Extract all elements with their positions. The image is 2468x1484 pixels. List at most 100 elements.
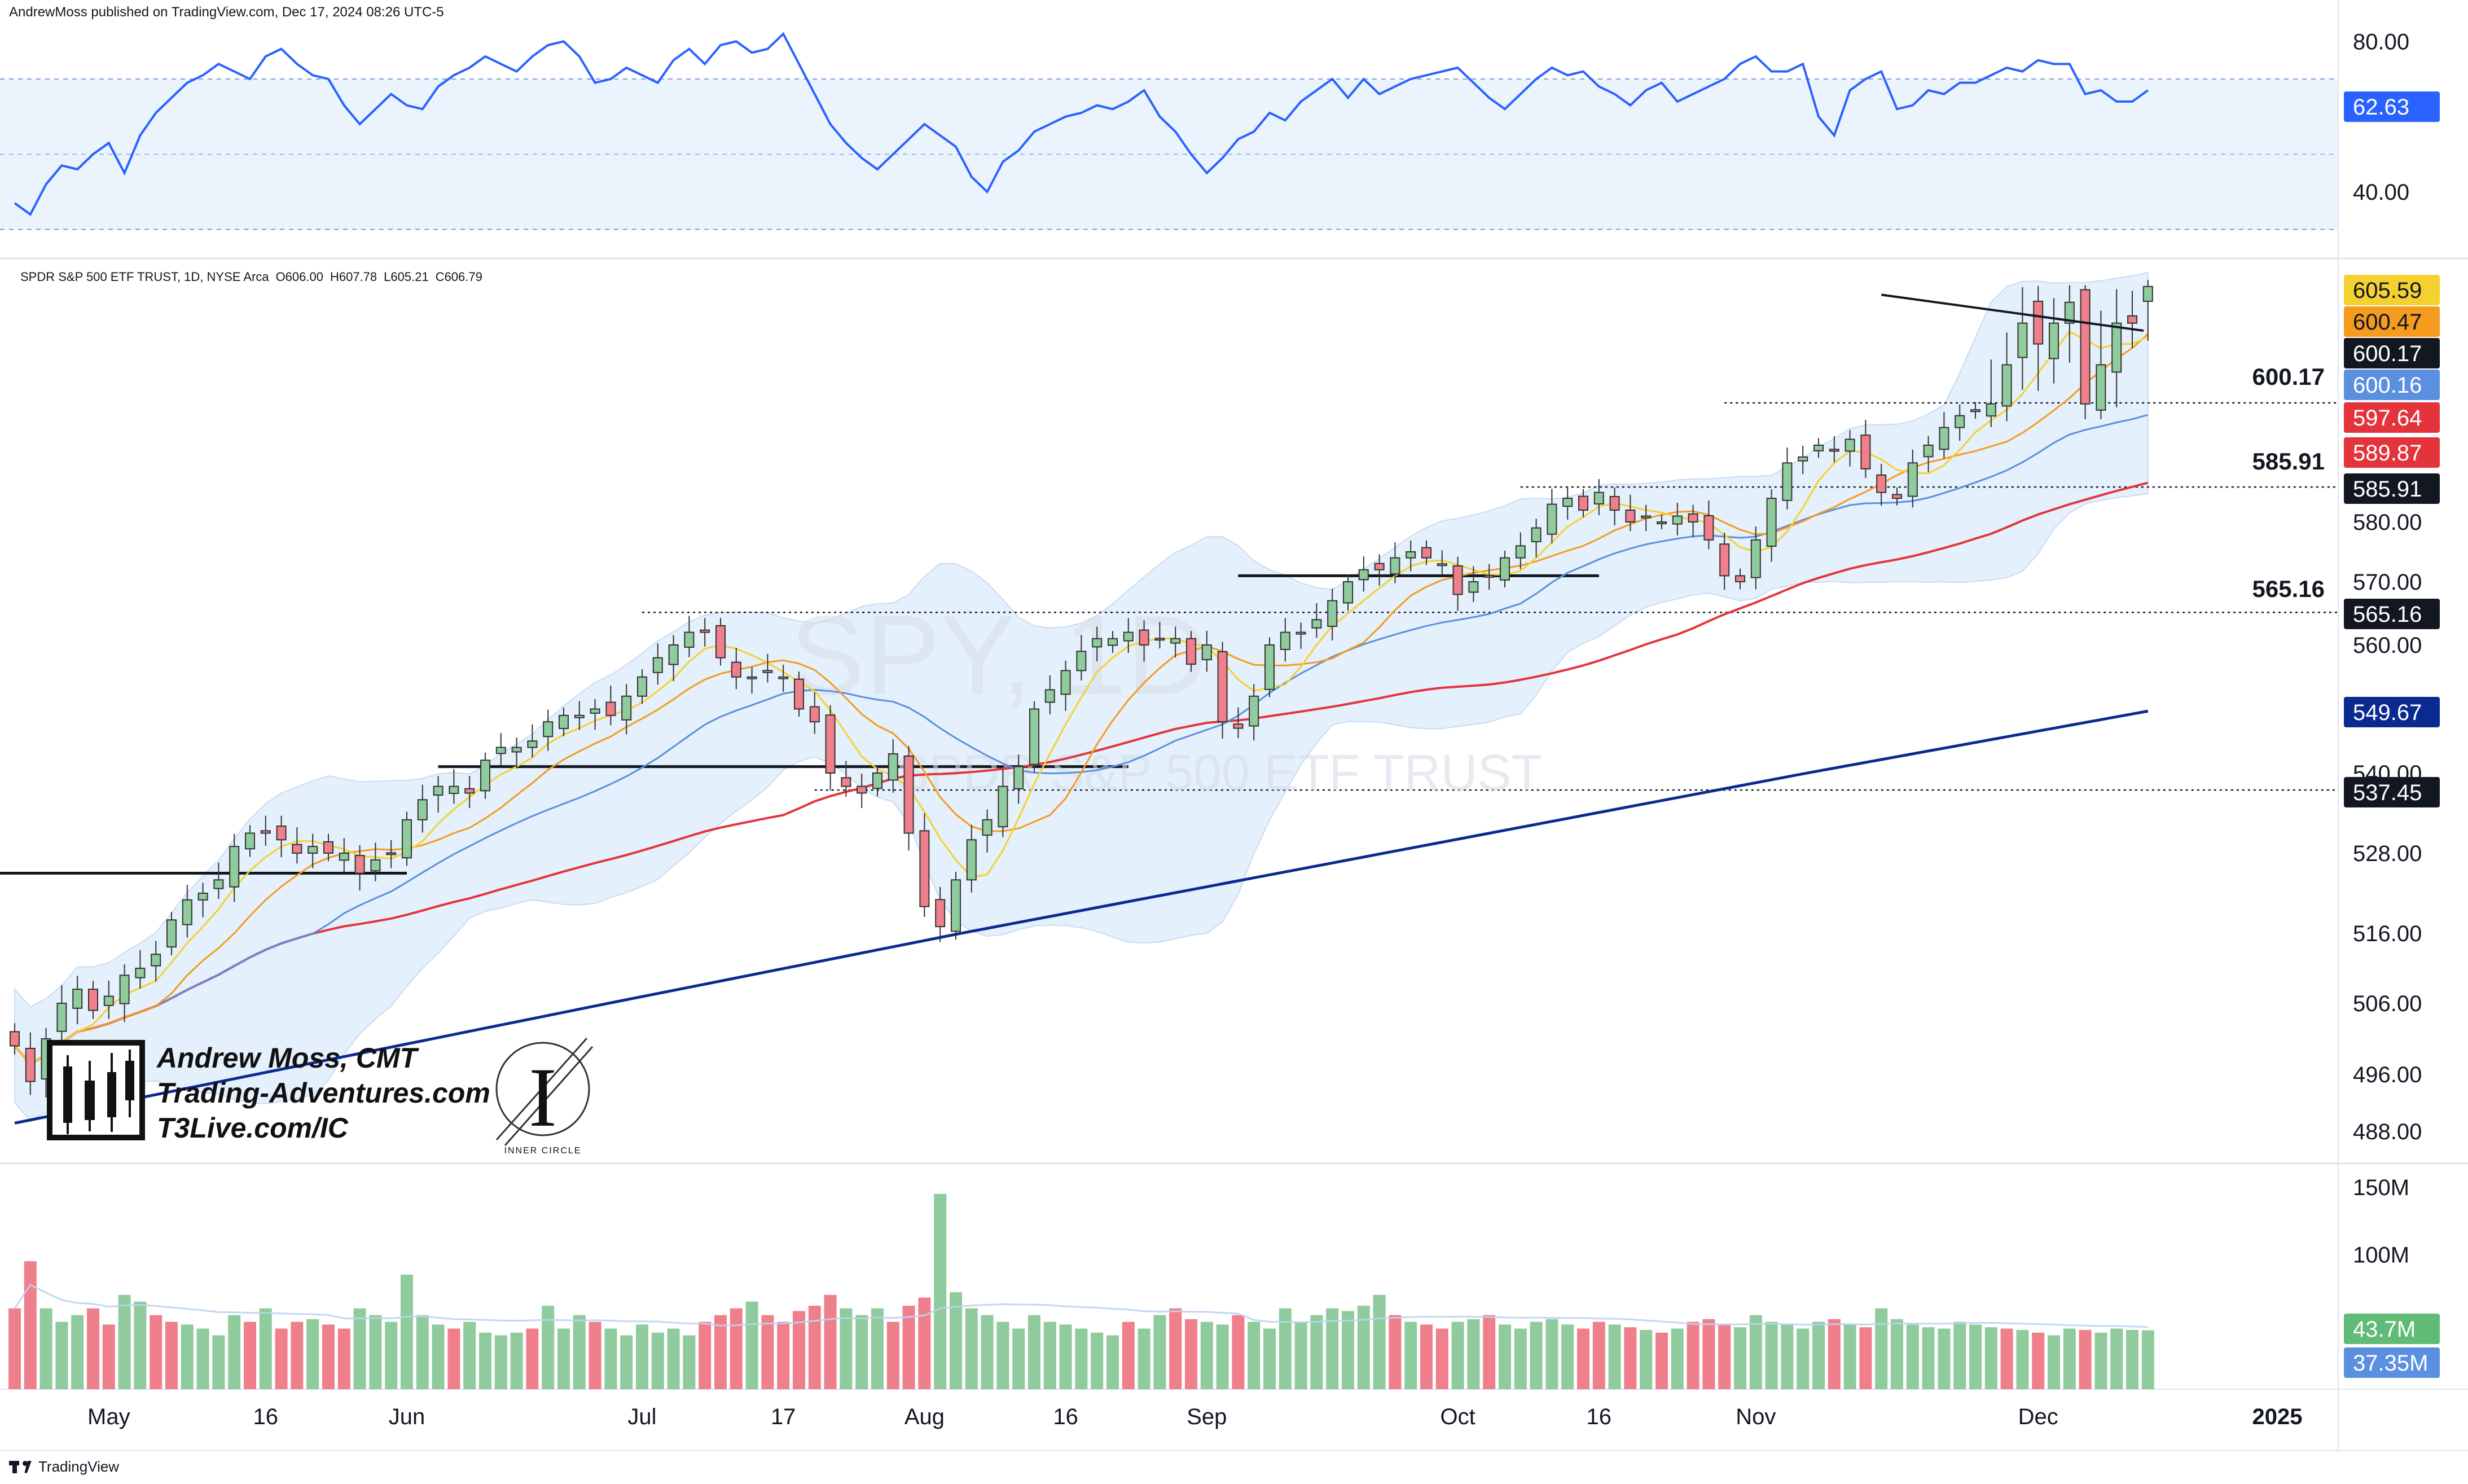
candle xyxy=(637,669,647,704)
candle xyxy=(574,701,585,730)
candle xyxy=(1280,618,1290,662)
candle xyxy=(888,739,898,793)
volume-bar xyxy=(322,1324,335,1389)
candle xyxy=(1154,622,1165,649)
volume-bar xyxy=(636,1324,648,1389)
candle xyxy=(903,746,914,851)
candle xyxy=(731,648,741,690)
svg-text:43.7M: 43.7M xyxy=(2353,1317,2416,1342)
volume-bar xyxy=(1655,1332,1668,1389)
candle xyxy=(1939,412,1949,459)
volume-bar xyxy=(1530,1321,1543,1389)
legend-high: H607.78 xyxy=(330,270,377,284)
candle xyxy=(841,761,851,797)
candle xyxy=(386,840,397,868)
legend-low: L605.21 xyxy=(384,270,429,284)
volume-bar xyxy=(2032,1332,2045,1389)
candle xyxy=(354,845,365,891)
rsi-tick-label: 40.00 xyxy=(2353,180,2409,205)
volume-bar xyxy=(934,1193,947,1389)
tradingview-logo[interactable]: TradingView xyxy=(9,1458,119,1476)
time-tick-label: 16 xyxy=(1053,1404,1078,1429)
rsi-current-badge: 62.63 xyxy=(2344,91,2440,122)
svg-text:549.67: 549.67 xyxy=(2353,700,2422,725)
legend-open: O606.00 xyxy=(275,270,323,284)
volume-bar xyxy=(416,1315,429,1389)
candle xyxy=(1217,642,1228,739)
candle xyxy=(762,653,773,683)
price-badge: 600.17 xyxy=(2344,338,2440,368)
volume-bar xyxy=(1969,1324,1982,1389)
volume-bar xyxy=(683,1335,696,1389)
candle xyxy=(919,813,930,917)
volume-bar xyxy=(1248,1321,1261,1389)
watermark-symbol: SPY, 1D xyxy=(789,592,1207,718)
rsi-tick-label: 80.00 xyxy=(2353,29,2409,54)
price-tick-label: 580.00 xyxy=(2353,510,2422,535)
volume-bar xyxy=(950,1292,962,1389)
candle xyxy=(1343,574,1353,611)
svg-text:I: I xyxy=(529,1051,557,1144)
sma-50-line xyxy=(14,481,2149,1065)
candle xyxy=(197,883,208,917)
rsi-pane: 80.00 40.00 62.63 xyxy=(0,29,2440,230)
volume-bar xyxy=(1891,1319,1903,1389)
inner-circle-logo: I INNER CIRCLE xyxy=(495,1038,594,1156)
candle xyxy=(1562,487,1573,520)
candle xyxy=(527,724,538,758)
volume-bar xyxy=(1828,1319,1841,1389)
watermark-name: SPDR S&P 500 ETF TRUST xyxy=(895,745,1542,801)
volume-bar xyxy=(2094,1332,2107,1389)
candle xyxy=(2049,298,2059,384)
candle xyxy=(1452,556,1463,611)
volume-bar xyxy=(1169,1308,1182,1389)
volume-bar xyxy=(871,1308,884,1389)
candle xyxy=(1892,487,1902,506)
candle xyxy=(1798,446,1808,475)
volume-bar xyxy=(369,1315,382,1389)
candles-logo-marks xyxy=(63,1050,134,1134)
inner-circle-text: INNER CIRCLE xyxy=(504,1146,582,1156)
svg-text:605.59: 605.59 xyxy=(2353,278,2422,303)
volume-bar xyxy=(259,1308,272,1389)
volume-bar xyxy=(1028,1315,1040,1389)
candle xyxy=(809,692,820,734)
candle xyxy=(2142,279,2153,341)
volume-bar xyxy=(761,1315,774,1389)
volume-bar xyxy=(1200,1321,1213,1389)
candle xyxy=(1327,589,1338,641)
volume-bar xyxy=(2110,1328,2123,1389)
candle xyxy=(2017,287,2028,390)
volume-bar xyxy=(1640,1329,1653,1389)
volume-bar xyxy=(2079,1329,2092,1389)
volume-bar xyxy=(604,1328,617,1389)
candle xyxy=(1468,566,1479,602)
price-badge: 537.45 xyxy=(2344,777,2440,807)
instrument-legend: SPDR S&P 500 ETF TRUST, 1D, NYSE Arca O6… xyxy=(20,270,482,284)
volume-bar xyxy=(1812,1321,1825,1389)
volume-bar xyxy=(2126,1329,2138,1389)
volume-bar xyxy=(699,1321,712,1389)
candle xyxy=(1249,684,1259,741)
volume-bar xyxy=(2048,1335,2060,1389)
volume-bar xyxy=(510,1332,523,1389)
volume-bar xyxy=(1326,1308,1339,1389)
svg-text:537.45: 537.45 xyxy=(2353,780,2422,805)
candle xyxy=(1703,500,1714,550)
volume-bar xyxy=(1718,1324,1731,1389)
candle xyxy=(1264,637,1275,697)
svg-text:600.17: 600.17 xyxy=(2353,341,2422,366)
volume-bar xyxy=(1702,1319,1715,1389)
volume-bar xyxy=(1906,1324,1919,1389)
candle xyxy=(1123,618,1134,653)
volume-bar xyxy=(981,1315,994,1389)
volume-bar xyxy=(1075,1328,1088,1389)
volume-bar xyxy=(620,1335,633,1389)
volume-bar xyxy=(557,1328,570,1389)
candle xyxy=(559,708,569,736)
volume-bar xyxy=(573,1315,586,1389)
brand-name: Andrew Moss, CMT xyxy=(156,1042,420,1074)
volume-bar xyxy=(1875,1308,1888,1389)
volume-bar xyxy=(1451,1321,1464,1389)
candle xyxy=(825,705,836,791)
